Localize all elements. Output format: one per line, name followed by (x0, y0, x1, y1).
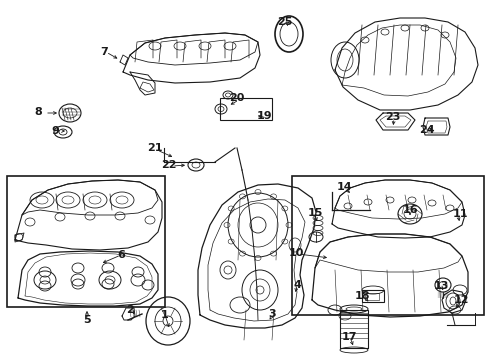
Bar (220, 98, 271, 120)
Text: 22: 22 (161, 160, 176, 170)
Text: 3: 3 (267, 309, 275, 319)
Text: 4: 4 (292, 280, 300, 290)
Text: 18: 18 (353, 291, 369, 301)
Text: 12: 12 (452, 295, 468, 305)
Text: 2: 2 (126, 305, 134, 315)
Text: 21: 21 (147, 143, 163, 153)
Text: 7: 7 (100, 47, 108, 57)
Text: 16: 16 (401, 205, 417, 215)
Text: 9: 9 (51, 126, 59, 136)
Bar (364, 293, 378, 300)
Text: 11: 11 (451, 209, 467, 219)
Bar (339, 310, 367, 348)
Text: 19: 19 (256, 111, 271, 121)
Text: 20: 20 (229, 93, 244, 103)
Text: 23: 23 (385, 112, 400, 122)
Text: 17: 17 (341, 332, 356, 342)
Text: 13: 13 (432, 281, 448, 291)
Text: 24: 24 (418, 125, 434, 135)
Ellipse shape (434, 278, 450, 292)
Text: 15: 15 (306, 208, 322, 218)
Ellipse shape (397, 204, 421, 224)
Bar (291, 176, 483, 315)
Text: 1: 1 (161, 310, 168, 320)
Bar (7, 176, 164, 307)
Text: 14: 14 (336, 182, 351, 192)
Text: 5: 5 (83, 315, 91, 325)
Bar (361, 290, 383, 302)
Text: 6: 6 (117, 250, 124, 260)
Ellipse shape (59, 104, 81, 122)
Text: 10: 10 (288, 248, 303, 258)
Text: 25: 25 (277, 17, 292, 27)
Text: 8: 8 (34, 107, 42, 117)
